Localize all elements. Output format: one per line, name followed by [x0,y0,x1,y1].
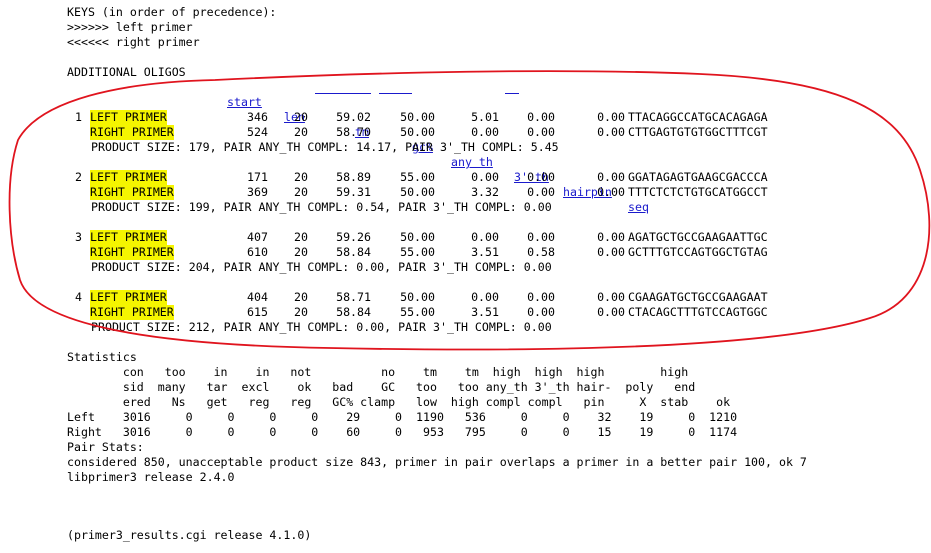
stats-row-left: Left 3016 0 0 0 0 29 0 1190 536 0 0 32 1… [67,410,738,424]
right-len: 20 [294,305,308,319]
gc-underline-extend [379,93,412,94]
right-3-th: 0.00 [527,305,555,319]
keys-right-primer: <<<<<< right primer [67,35,200,49]
col-seq-link[interactable]: seq [628,200,649,214]
right-hairpin: 0.00 [597,125,625,139]
pair-number: 1 [75,110,82,124]
left-len: 20 [294,230,308,244]
pair-number: 3 [75,230,82,244]
left-seq: CGAAGATGCTGCCGAAGAAT [628,290,768,304]
right-primer-label: RIGHT PRIMER [90,245,174,260]
right-hairpin: 0.00 [597,245,625,259]
left-primer-label: LEFT PRIMER [90,290,167,305]
left-any-th: 0.00 [471,290,499,304]
left-hairpin: 0.00 [597,230,625,244]
product-size-line: PRODUCT SIZE: 199, PAIR ANY_TH COMPL: 0.… [91,200,552,214]
left-primer-label: LEFT PRIMER [90,230,167,245]
left-len: 20 [294,170,308,184]
right-len: 20 [294,245,308,259]
right-any-th: 3.32 [471,185,499,199]
right-any-th: 0.00 [471,125,499,139]
left-any-th: 0.00 [471,170,499,184]
left-3-th: 0.00 [527,230,555,244]
left-primer-label: LEFT PRIMER [90,170,167,185]
left-3-th: 0.00 [527,290,555,304]
stats-header-line-2: sid many tar excl ok bad GC too too any_… [67,380,696,394]
left-3-th: 0.00 [527,110,555,124]
libprimer3-release: libprimer3 release 2.4.0 [67,470,235,484]
pair-stats-title: Pair Stats: [67,440,144,454]
right-primer-label: RIGHT PRIMER [90,125,174,140]
col-start-link[interactable]: start [227,95,262,109]
right-tm: 58.70 [336,125,371,139]
left-seq: AGATGCTGCCGAAGAATTGC [628,230,768,244]
left-any-th: 0.00 [471,230,499,244]
3th-underline-extend [505,93,519,94]
right-3-th: 0.00 [527,125,555,139]
cgi-release-footer: (primer3_results.cgi release 4.1.0) [67,528,312,542]
keys-title: KEYS (in order of precedence): [67,5,277,19]
left-seq: TTACAGGCCATGCACAGAGA [628,110,768,124]
right-gc: 55.00 [400,305,435,319]
tm-underline-extend [315,93,371,94]
right-len: 20 [294,185,308,199]
left-3-th: 0.00 [527,170,555,184]
right-tm: 58.84 [336,245,371,259]
pair-number: 4 [75,290,82,304]
keys-left-primer: >>>>>> left primer [67,20,193,34]
product-size-line: PRODUCT SIZE: 179, PAIR ANY_TH COMPL: 14… [91,140,559,154]
left-tm: 59.02 [336,110,371,124]
right-hairpin: 0.00 [597,185,625,199]
product-size-line: PRODUCT SIZE: 204, PAIR ANY_TH COMPL: 0.… [91,260,552,274]
left-len: 20 [294,110,308,124]
left-primer-label: LEFT PRIMER [90,110,167,125]
left-len: 20 [294,290,308,304]
right-tm: 59.31 [336,185,371,199]
left-any-th: 5.01 [471,110,499,124]
stats-header-line-3: ered Ns get reg reg GC% clamp low high c… [67,395,731,409]
stats-header-line-1: con too in in not no tm tm high high hig… [67,365,689,379]
col-any-th-link[interactable]: any th [451,155,493,169]
left-hairpin: 0.00 [597,110,625,124]
product-size-line: PRODUCT SIZE: 212, PAIR ANY_TH COMPL: 0.… [91,320,552,334]
pair-stats-line: considered 850, unacceptable product siz… [67,455,807,469]
statistics-title: Statistics [67,350,137,364]
left-hairpin: 0.00 [597,290,625,304]
right-seq: CTTGAGTGTGTGGCTTTCGT [628,125,768,139]
stats-row-right: Right 3016 0 0 0 0 60 0 953 795 0 0 15 1… [67,425,738,439]
right-gc: 50.00 [400,185,435,199]
right-3-th: 0.58 [527,245,555,259]
right-seq: CTACAGCTTTGTCCAGTGGC [628,305,768,319]
right-any-th: 3.51 [471,305,499,319]
left-hairpin: 0.00 [597,170,625,184]
right-gc: 55.00 [400,245,435,259]
left-gc: 55.00 [400,170,435,184]
left-tm: 59.26 [336,230,371,244]
right-seq: TTTCTCTCTGTGCATGGCCT [628,185,768,199]
right-len: 20 [294,125,308,139]
right-primer-label: RIGHT PRIMER [90,185,174,200]
right-gc: 50.00 [400,125,435,139]
right-3-th: 0.00 [527,185,555,199]
right-hairpin: 0.00 [597,305,625,319]
pair-number: 2 [75,170,82,184]
left-gc: 50.00 [400,290,435,304]
additional-oligos-title: ADDITIONAL OLIGOS [67,65,186,79]
left-seq: GGATAGAGTGAAGCGACCCA [628,170,768,184]
right-any-th: 3.51 [471,245,499,259]
left-gc: 50.00 [400,110,435,124]
right-primer-label: RIGHT PRIMER [90,305,174,320]
right-tm: 58.84 [336,305,371,319]
right-seq: GCTTTGTCCAGTGGCTGTAG [628,245,768,259]
left-tm: 58.71 [336,290,371,304]
left-tm: 58.89 [336,170,371,184]
left-gc: 50.00 [400,230,435,244]
